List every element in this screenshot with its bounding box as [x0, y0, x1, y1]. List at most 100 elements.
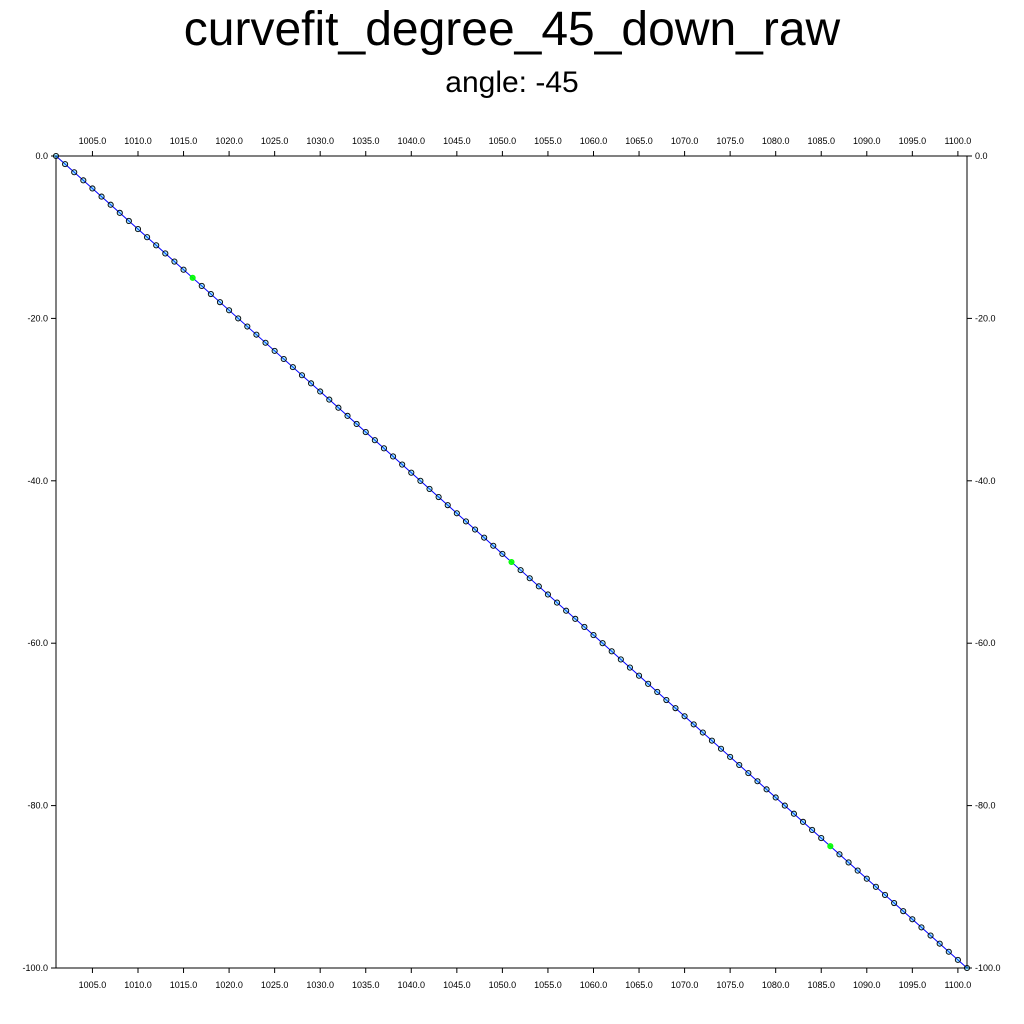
x-tick-label-top: 1015.0: [170, 136, 198, 146]
data-point: [207, 290, 214, 298]
x-tick-label-bottom: 1070.0: [671, 980, 699, 990]
data-point: [617, 656, 624, 663]
data-point: [754, 778, 761, 785]
x-tick-label-top: 1100.0: [944, 136, 971, 146]
data-point: [572, 615, 579, 622]
data-point: [134, 226, 142, 233]
data-point: [891, 899, 898, 907]
y-tick-label-right: -20.0: [975, 313, 996, 323]
data-point: [544, 591, 551, 598]
data-point: [444, 502, 451, 509]
data-point: [809, 826, 816, 834]
x-tick-label-bottom: 1020.0: [215, 980, 243, 990]
x-tick-label-top: 1055.0: [534, 136, 562, 146]
data-point: [909, 916, 916, 923]
data-point: [918, 924, 925, 931]
x-tick-label-bottom: 1065.0: [625, 980, 653, 990]
y-tick-label-right: -40.0: [975, 476, 996, 486]
data-series: [52, 152, 971, 972]
data-point: [472, 526, 479, 533]
data-point: [517, 567, 524, 574]
data-point: [298, 372, 306, 379]
data-point: [481, 534, 488, 541]
x-tick-label-bottom: 1015.0: [170, 980, 198, 990]
y-tick-label-left: -20.0: [27, 313, 48, 323]
x-tick-label-bottom: 1100.0: [944, 980, 971, 990]
y-tick-label-left: -60.0: [27, 638, 48, 648]
x-tick-label-top: 1075.0: [716, 136, 744, 146]
data-point: [635, 672, 643, 679]
x-tick-label-top: 1065.0: [625, 136, 653, 146]
data-point: [235, 315, 242, 322]
data-point: [98, 193, 105, 200]
data-point: [690, 721, 697, 728]
data-point: [772, 794, 779, 801]
data-point: [526, 575, 533, 582]
data-point: [763, 786, 770, 793]
data-point: [590, 632, 597, 639]
data-point: [790, 810, 797, 817]
y-tick-label-right: -80.0: [975, 801, 996, 811]
highlight-data-point: [189, 274, 196, 281]
data-point: [453, 510, 460, 517]
x-tick-label-bottom: 1075.0: [716, 980, 744, 990]
data-point: [180, 266, 187, 273]
data-point: [736, 761, 743, 769]
data-point: [89, 185, 96, 192]
data-point: [963, 964, 971, 972]
y-tick-label-right: -100.0: [975, 963, 1001, 973]
x-tick-label-bottom: 1025.0: [261, 980, 289, 990]
data-point: [198, 282, 205, 289]
data-point: [335, 404, 342, 411]
y-tick-label-left: 0.0: [35, 151, 48, 161]
data-point: [153, 242, 160, 249]
data-point: [399, 461, 406, 468]
data-point: [107, 201, 114, 208]
x-tick-label-bottom: 1080.0: [762, 980, 790, 990]
data-point: [581, 623, 588, 631]
data-point: [936, 940, 943, 947]
data-point: [308, 380, 315, 387]
data-point: [845, 859, 852, 866]
data-point: [289, 364, 296, 371]
data-point: [162, 250, 169, 257]
x-tick-label-top: 1035.0: [352, 136, 380, 146]
data-point: [417, 477, 424, 484]
data-point: [280, 355, 287, 363]
x-tick-label-bottom: 1010.0: [124, 980, 152, 990]
chart-subtitle: angle: -45: [445, 66, 579, 99]
y-tick-label-left: -80.0: [27, 801, 48, 811]
data-point: [380, 445, 388, 452]
data-point: [326, 396, 333, 403]
data-point: [244, 323, 251, 330]
data-point: [799, 818, 807, 825]
data-point: [681, 713, 688, 720]
x-tick-label-top: 1050.0: [489, 136, 517, 146]
data-point: [854, 867, 861, 874]
highlight-data-point: [508, 558, 515, 566]
x-tick-label-bottom: 1040.0: [398, 980, 426, 990]
x-tick-label-bottom: 1050.0: [489, 980, 517, 990]
data-point: [390, 453, 397, 460]
data-point: [699, 729, 706, 736]
data-point: [253, 331, 260, 338]
x-tick-label-top: 1095.0: [899, 136, 927, 146]
x-tick-label-top: 1085.0: [807, 136, 835, 146]
data-point: [226, 307, 233, 314]
x-tick-label-top: 1030.0: [306, 136, 334, 146]
data-point: [216, 299, 224, 306]
x-tick-label-bottom: 1035.0: [352, 980, 380, 990]
data-point: [654, 688, 661, 695]
data-point: [818, 835, 825, 842]
data-point: [599, 640, 606, 647]
x-tick-label-top: 1060.0: [580, 136, 608, 146]
data-point: [371, 437, 378, 444]
x-tick-label-top: 1010.0: [124, 136, 152, 146]
x-tick-label-bottom: 1055.0: [534, 980, 562, 990]
data-point: [144, 234, 151, 241]
chart-title: curvefit_degree_45_down_raw: [183, 3, 841, 56]
data-point: [608, 648, 615, 655]
data-point: [317, 388, 324, 395]
data-point: [435, 493, 442, 501]
x-tick-label-bottom: 1005.0: [79, 980, 107, 990]
